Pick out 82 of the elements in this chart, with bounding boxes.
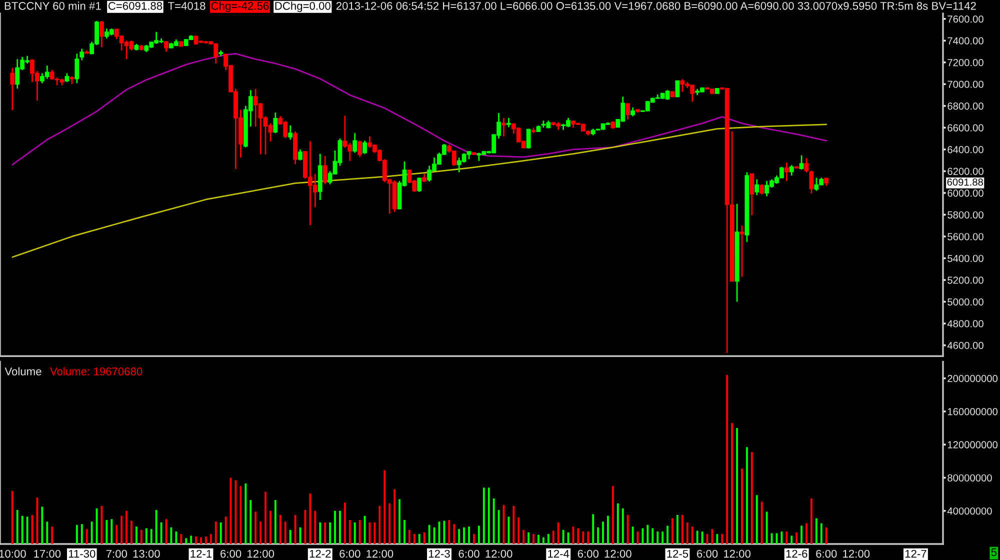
- y-tick-label: 5600.00: [948, 233, 984, 240]
- x-tick-label: 17:00: [34, 550, 61, 558]
- candlestick: [298, 148, 302, 162]
- x-tick-label: 6:00: [578, 550, 599, 558]
- y-tick-label: 4600.00: [947, 342, 984, 350]
- x-tick-label: 6:00: [340, 550, 360, 558]
- candlestick: [362, 140, 368, 154]
- y-tick-label: 6200.00: [948, 168, 984, 175]
- candlestick: [352, 132, 358, 154]
- y-tick-label: 160000000: [948, 408, 998, 416]
- x-tick-label: 6:00: [816, 550, 837, 558]
- candlestick: [799, 154, 804, 170]
- chart-title: Volume: [4, 367, 42, 376]
- candlestick: [740, 224, 744, 278]
- candlestick: [804, 157, 809, 173]
- x-tick-label: 12:00: [486, 550, 512, 558]
- x-tick-label: 6:00: [220, 550, 242, 558]
- y-tick-label: 5000.00: [948, 298, 984, 306]
- candlestick: [760, 184, 764, 196]
- x-tick-label: 12-1: [190, 550, 212, 558]
- candlestick: [750, 173, 754, 216]
- x-tick-label: 12:00: [604, 550, 632, 558]
- y-tick-label: 7600.00: [948, 15, 984, 23]
- candlestick: [322, 155, 328, 185]
- y-tick-label: 5200.00: [948, 276, 984, 284]
- candlestick: [288, 124, 293, 140]
- y-tick-label: 7200.00: [948, 58, 984, 66]
- x-tick-label: 12-2: [310, 550, 331, 558]
- x-tick-label: 12-3: [428, 550, 450, 558]
- candlestick: [789, 164, 794, 176]
- candlestick: [506, 117, 511, 128]
- x-tick-label: 12:00: [724, 550, 750, 558]
- y-tick-label: 6800.00: [948, 102, 984, 110]
- x-tick-label: 12-7: [905, 550, 926, 558]
- candlestick: [626, 102, 630, 120]
- candlestick: [754, 178, 760, 196]
- x-tick-label: 13:00: [133, 550, 160, 558]
- y-tick-label: 80000000: [948, 474, 992, 482]
- x-tick-label: 7:00: [106, 550, 128, 558]
- x-tick-label: 11-30: [68, 550, 96, 558]
- x-tick-label: 12-6: [786, 550, 808, 558]
- text: 2013-12-06 06:54:52 H=6137.00 L=6066.00 O=6135.00 V=1967.0680 B=6090.00 A=6090.00 33.0070x9.5950 TR:5m 8s BV=1142: [336, 2, 976, 10]
- text: C=6091.88: [108, 2, 162, 10]
- line-series: [12, 53, 828, 166]
- y-tick-label: 6400.00: [948, 146, 984, 154]
- text: DChg=0.00: [275, 2, 330, 12]
- annotation: Volume: 19670680: [50, 367, 142, 376]
- y-tick-label: 5400.00: [948, 254, 984, 262]
- y-tick-label: 40000000: [947, 507, 992, 515]
- x-tick-label: 6:00: [697, 550, 718, 558]
- candlestick: [526, 128, 531, 150]
- x-tick-label: 12-5: [667, 550, 688, 558]
- candlestick: [10, 67, 15, 111]
- x-tick-label: 12:00: [248, 550, 274, 558]
- candlestick: [100, 20, 104, 48]
- candlestick: [273, 112, 278, 134]
- y-tick-label: 6600.00: [948, 124, 984, 132]
- line-series: [12, 124, 828, 258]
- y-tick-label: 5800.00: [948, 211, 984, 218]
- candlestick: [502, 117, 506, 138]
- x-tick-label: 6:00: [458, 550, 480, 558]
- y-tick-label: 4800.00: [947, 320, 984, 328]
- text: Chg=-42.56: [211, 2, 269, 12]
- y-tick-label: 200000000: [948, 374, 998, 382]
- x-tick-label: 12:00: [843, 550, 870, 558]
- y-tick-label: 7000.00: [948, 80, 984, 88]
- x-tick-label: 12:00: [366, 550, 394, 558]
- text: 6091.88: [947, 178, 983, 186]
- candlestick: [164, 40, 168, 52]
- candlestick: [80, 48, 84, 61]
- y-tick-label: 120000000: [948, 441, 998, 448]
- text: 5: [991, 548, 997, 556]
- candlestick: [50, 69, 54, 81]
- x-tick-label: 12-4: [548, 550, 570, 558]
- candlestick: [358, 140, 362, 158]
- candlestick: [417, 177, 422, 193]
- chart-title: BTCCNY 60 min #1: [4, 2, 101, 10]
- y-tick-label: 6000.00: [948, 190, 984, 197]
- text: T=4018: [168, 2, 206, 10]
- candlestick: [74, 53, 80, 84]
- y-tick-label: 7400.00: [948, 37, 984, 44]
- candlestick: [784, 162, 789, 182]
